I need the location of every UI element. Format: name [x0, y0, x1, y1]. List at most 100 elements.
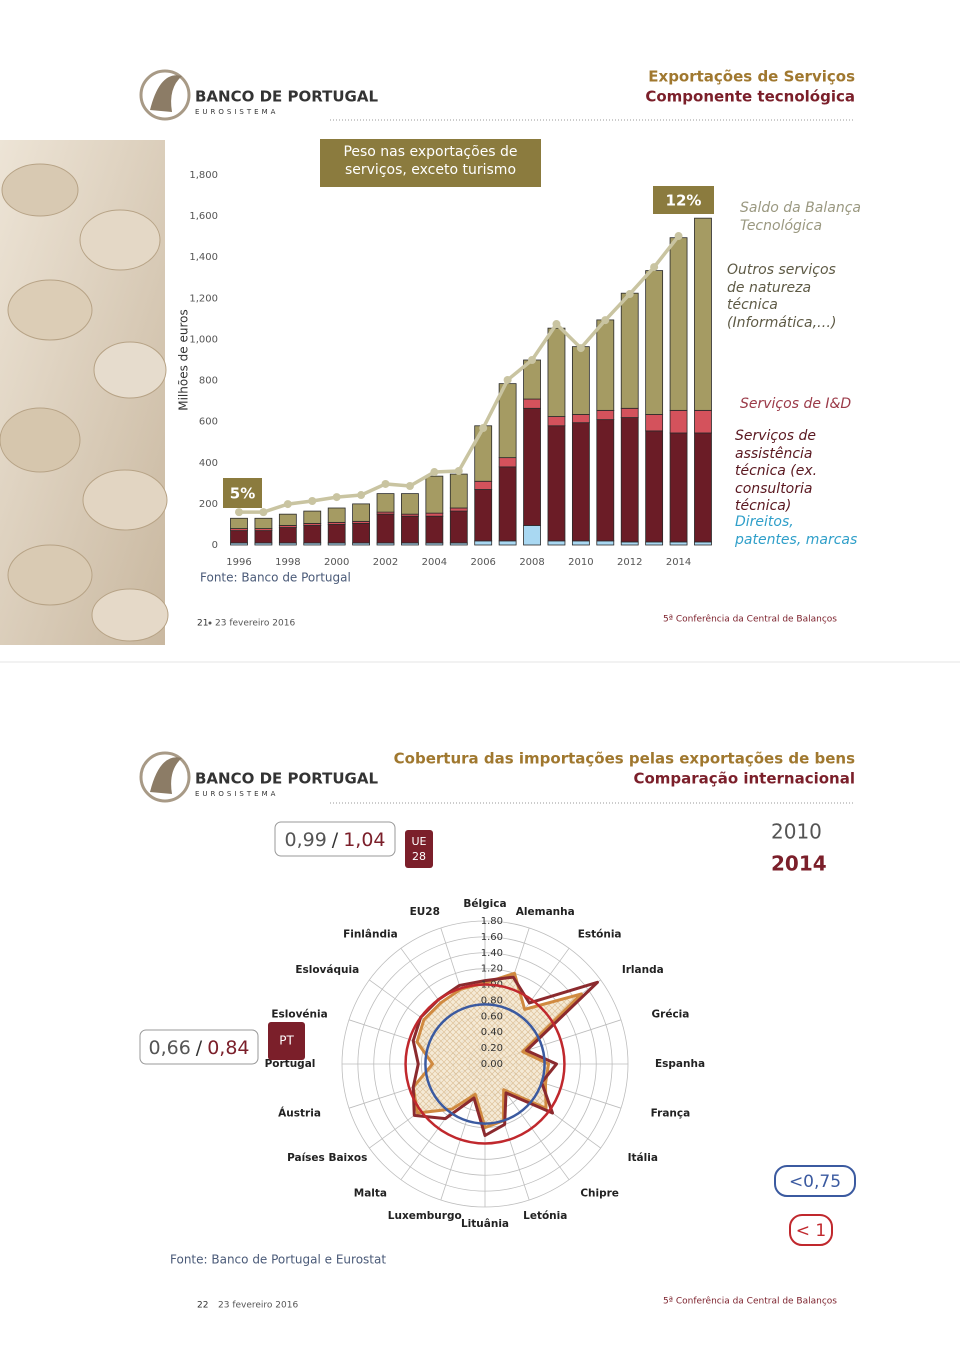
value-label: 0,66 /0,84: [148, 1037, 249, 1059]
value-part: 0,84: [207, 1037, 249, 1059]
y-tick-label: 1,400: [189, 252, 218, 263]
y-tick-label: 200: [199, 499, 218, 510]
bar-segment: [645, 414, 664, 432]
threshold-circle: [404, 983, 566, 1145]
line-marker: [576, 344, 585, 353]
bar-segment: [303, 525, 322, 544]
line-marker: [479, 424, 488, 433]
bar-segment: [547, 327, 566, 417]
x-tick-label: 2014: [666, 557, 691, 568]
y-tick-label: 600: [199, 417, 218, 428]
x-tick-label: 1998: [275, 557, 300, 568]
bar-segment: [230, 517, 248, 529]
bar-segment: [547, 416, 566, 427]
category-label: França: [651, 1107, 691, 1119]
bar-segment: [620, 541, 639, 546]
category-label: Espanha: [655, 1058, 705, 1070]
category-label: Alemanha: [516, 906, 575, 918]
category-label: EU28: [410, 906, 440, 918]
legend-entry: Serviços de I&D: [740, 396, 852, 412]
r-tick-label: 0.60: [481, 1011, 503, 1022]
annotation-box: [223, 478, 262, 508]
value-part: 0,99: [284, 829, 326, 851]
bar-segment: [303, 510, 322, 524]
y-tick-label: 1,200: [189, 293, 218, 304]
slide-subtitle: Comparação internacional: [633, 770, 855, 788]
line-marker: [528, 356, 537, 364]
threshold-label: <0,75: [789, 1172, 841, 1192]
bar-segment: [376, 513, 395, 544]
bar-segment: [352, 503, 371, 522]
line-marker: [405, 482, 414, 491]
bar-segment: [645, 430, 664, 543]
bar-segment: [498, 540, 517, 546]
legend-entry: Outros serviços de natureza técnica (Inf…: [727, 262, 837, 331]
footer-event: 5ª Conferência da Central de Balanços: [663, 1296, 837, 1307]
bar-segment: [425, 515, 444, 544]
bar-segment: [474, 425, 493, 482]
page-number: 21: [197, 619, 208, 629]
threshold-box: [774, 1165, 856, 1197]
y-tick-label: 1,800: [189, 170, 218, 181]
decorative-strip: [0, 140, 169, 645]
source: Fonte: Banco de Portugal e Eurostat: [170, 1253, 386, 1267]
footer-event: 5ª Conferência da Central de Balanços: [663, 614, 837, 625]
bullet: [208, 621, 212, 625]
bar-segment: [449, 510, 468, 544]
value-box: [274, 821, 396, 857]
annotation-text: 12%: [666, 192, 702, 210]
line-marker: [625, 290, 634, 299]
r-tick-label: 0.20: [481, 1043, 503, 1054]
value-part: 1,04: [343, 829, 385, 851]
footer-date: 23 fevereiro 2016: [215, 619, 295, 629]
line-marker: [601, 316, 610, 325]
category-label: Eslováquia: [295, 964, 359, 976]
bar-segment: [694, 541, 712, 546]
legend-entry: Serviços de assistência técnica (ex. con…: [735, 428, 818, 514]
threshold-box: [789, 1214, 833, 1246]
r-tick-label: 1.80: [481, 916, 503, 927]
category-label: Malta: [354, 1187, 387, 1199]
bar-segment: [645, 541, 664, 546]
line-marker: [430, 468, 439, 477]
annotation-box: [320, 139, 541, 187]
legend-entry: 2014: [771, 852, 827, 876]
category-label: Estónia: [578, 929, 622, 941]
bar-segment: [498, 457, 517, 468]
threshold-circle: [424, 1003, 546, 1125]
value-part: /: [332, 829, 339, 851]
bar-segment: [547, 425, 566, 542]
slide-title: Cobertura das importações pelas exportaç…: [394, 750, 855, 768]
value-label: 0,99 /1,04: [284, 829, 385, 851]
bar-segment: [449, 507, 468, 512]
bar-segment: [254, 517, 273, 529]
line-marker: [503, 375, 512, 384]
bar-segment: [571, 422, 590, 542]
bar-segment: [474, 480, 493, 490]
threshold-label: < 1: [796, 1221, 826, 1241]
r-tick-label: 0.80: [481, 995, 503, 1006]
r-tick-label: 0.40: [481, 1027, 503, 1038]
line-marker: [308, 497, 317, 506]
bar-segment: [230, 530, 248, 544]
r-tick-label: 1.60: [481, 932, 503, 943]
bar-segment: [620, 292, 639, 409]
x-tick-label: 1996: [226, 557, 251, 568]
x-tick-label: 2002: [373, 557, 398, 568]
x-tick-label: 2006: [470, 557, 495, 568]
line-marker: [283, 500, 292, 509]
category-label: Luxemburgo: [388, 1210, 462, 1222]
bar-segment: [523, 398, 541, 409]
country-box: [268, 1022, 305, 1060]
line-marker: [381, 479, 390, 488]
bar-segment: [327, 507, 346, 523]
bar-segment: [596, 419, 615, 542]
bar-segment: [596, 409, 615, 421]
category-label: Irlanda: [622, 964, 664, 976]
source: Fonte: Banco de Portugal: [200, 571, 351, 585]
r-tick-label: 1.20: [481, 964, 503, 975]
bar-segment: [425, 475, 444, 514]
legend-entry: 2010: [771, 820, 822, 844]
bar-segment: [694, 409, 712, 434]
